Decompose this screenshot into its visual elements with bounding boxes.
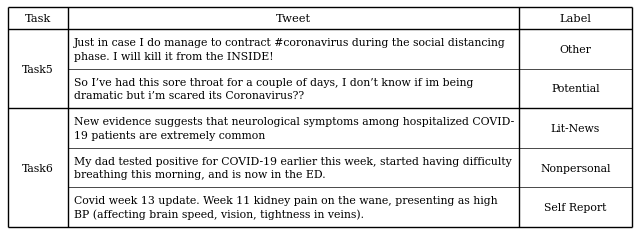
- Text: So I’ve had this sore throat for a couple of days, I don’t know if im being
dram: So I’ve had this sore throat for a coupl…: [74, 77, 474, 101]
- Text: Just in case I do manage to contract #coronavirus during the social distancing
p: Just in case I do manage to contract #co…: [74, 38, 506, 61]
- Text: Task6: Task6: [22, 163, 54, 173]
- Text: Task5: Task5: [22, 64, 54, 74]
- Text: Task: Task: [25, 14, 51, 24]
- Text: Tweet: Tweet: [276, 14, 311, 24]
- Text: Nonpersonal: Nonpersonal: [540, 163, 611, 173]
- Text: New evidence suggests that neurological symptoms among hospitalized COVID-
19 pa: New evidence suggests that neurological …: [74, 117, 515, 140]
- Text: Covid week 13 update. Week 11 kidney pain on the wane, presenting as high
BP (af: Covid week 13 update. Week 11 kidney pai…: [74, 195, 498, 220]
- Text: Self Report: Self Report: [544, 202, 607, 212]
- Text: Other: Other: [559, 44, 591, 54]
- Text: Label: Label: [559, 14, 591, 24]
- Text: Lit-News: Lit-News: [551, 124, 600, 134]
- Text: Potential: Potential: [551, 84, 600, 94]
- Text: My dad tested positive for COVID-19 earlier this week, started having difficulty: My dad tested positive for COVID-19 earl…: [74, 156, 512, 180]
